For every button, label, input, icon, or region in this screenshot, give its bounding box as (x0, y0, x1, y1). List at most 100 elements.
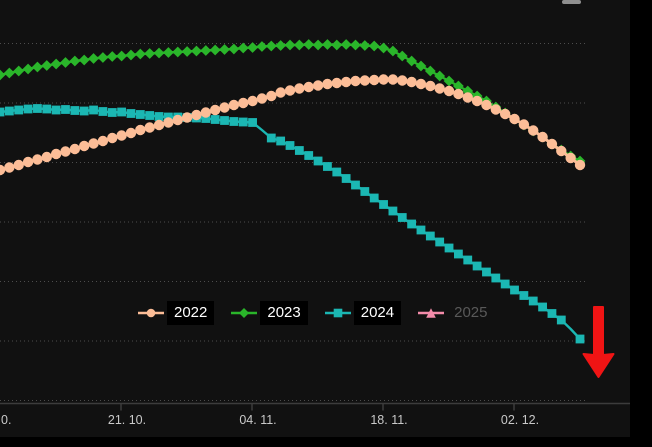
series-2024-marker (528, 296, 538, 306)
series-2022-marker (406, 76, 417, 88)
series-2024-marker (388, 206, 398, 216)
series-2023-marker (191, 45, 202, 57)
legend-item-2023[interactable]: 2023 (231, 301, 308, 325)
legend-label-2022[interactable]: 2022 (167, 301, 215, 325)
series-2024-marker (70, 106, 80, 115)
series-2023-marker (50, 58, 62, 70)
series-2024-marker (491, 273, 501, 283)
series-2022-marker (172, 114, 183, 126)
series-2024-marker (238, 117, 248, 127)
x-axis-label: 04. 11. (239, 413, 276, 427)
series-2024-marker (135, 110, 145, 119)
series-2022-marker (546, 138, 558, 150)
series-2022-marker (528, 125, 539, 136)
series-2022-marker (78, 140, 90, 152)
series-2023-marker (284, 39, 296, 51)
series-2024-marker (416, 225, 426, 235)
series-2024-marker (248, 118, 257, 127)
series-2023-marker (228, 43, 240, 55)
series-2022-marker (209, 104, 221, 116)
series-2022-marker (518, 119, 530, 130)
series-2023-marker (415, 60, 427, 72)
series-2022-marker (238, 97, 249, 109)
series-2023-marker (331, 39, 343, 51)
series-2022-marker (200, 107, 212, 118)
series-2024-marker (332, 167, 342, 177)
series-2023-marker (359, 40, 371, 51)
series-2022-marker (443, 85, 455, 97)
series-2024-marker (313, 156, 323, 166)
series-2022-marker (331, 77, 342, 89)
series-2024-marker (351, 180, 360, 190)
series-2023-marker (322, 39, 333, 50)
series-2022-marker (499, 108, 511, 120)
series-2023-marker (387, 45, 399, 57)
series-2024-marker (463, 255, 473, 265)
series-2023-marker (125, 49, 137, 61)
series-2022-marker (219, 102, 230, 113)
x-axis-label: 21. 10. (108, 413, 146, 427)
series-2024-marker (266, 133, 276, 143)
series-2024-marker (117, 107, 127, 117)
series-2022-marker (322, 78, 333, 90)
series-2024-marker (163, 112, 173, 122)
series-2022-marker (22, 156, 34, 168)
series-2024-marker (407, 219, 417, 229)
series-2023-marker (172, 46, 184, 58)
series-2023-marker (162, 47, 174, 58)
legend-label-2024[interactable]: 2024 (353, 301, 402, 325)
series-2022-marker (509, 113, 520, 125)
series-2024-marker (107, 108, 117, 117)
series-2022-marker (266, 90, 277, 102)
series-2022-marker (340, 76, 352, 88)
series-2023-marker (13, 65, 25, 77)
series-2024-marker (482, 267, 491, 277)
series-2022-marker (50, 148, 62, 160)
x-axis-label: 02. 12. (501, 413, 539, 427)
legend-item-2022[interactable]: 2022 (138, 301, 215, 325)
series-2022-marker (312, 80, 324, 91)
series-2022-marker (97, 135, 109, 147)
series-2024-marker (61, 105, 70, 114)
series-2022-marker (125, 127, 137, 139)
legend-item-2024[interactable]: 2024 (324, 301, 402, 325)
series-2022-marker (88, 138, 99, 149)
series-2023-marker (350, 39, 361, 51)
series-2023-marker (368, 40, 380, 52)
series-2023-marker (3, 67, 15, 79)
series-2024-marker (444, 243, 454, 253)
series-2022-marker (60, 146, 71, 157)
series-2023-marker (181, 46, 193, 57)
series-2022-marker (425, 80, 436, 92)
series-2024-marker (575, 334, 585, 344)
series-2022-marker (69, 143, 81, 155)
series-2023-marker (32, 61, 43, 73)
series-2023-diamond-icon (231, 308, 258, 318)
series-2024-marker (126, 109, 136, 118)
series-2023-marker (88, 53, 99, 64)
legend-label-2025[interactable]: 2025 (454, 304, 488, 321)
series-2022-marker (453, 88, 464, 100)
series-2023-marker (209, 44, 221, 56)
series-2022-marker (481, 99, 492, 111)
series-2022-marker (434, 83, 445, 94)
legend-item-2025[interactable]: 2025 (418, 301, 494, 325)
series-2023-marker (293, 39, 305, 51)
series-2024-marker (341, 174, 351, 183)
series-2024-marker (538, 302, 547, 312)
series-2025-triangle-icon (418, 308, 445, 318)
series-2023-marker (78, 54, 90, 66)
series-2022-marker (116, 130, 127, 141)
series-2023-marker (247, 42, 258, 53)
series-2022-marker (490, 104, 502, 115)
series-2022 (0, 74, 586, 176)
series-2022-marker (275, 87, 286, 98)
legend-label-2023[interactable]: 2023 (260, 301, 308, 325)
series-2023-marker (134, 48, 146, 60)
series-2022-marker (350, 75, 361, 87)
scrollbar-thumb[interactable] (562, 0, 581, 4)
series-2022-marker (32, 154, 43, 165)
series-2022-marker (256, 93, 268, 104)
series-2022-marker (415, 78, 427, 90)
